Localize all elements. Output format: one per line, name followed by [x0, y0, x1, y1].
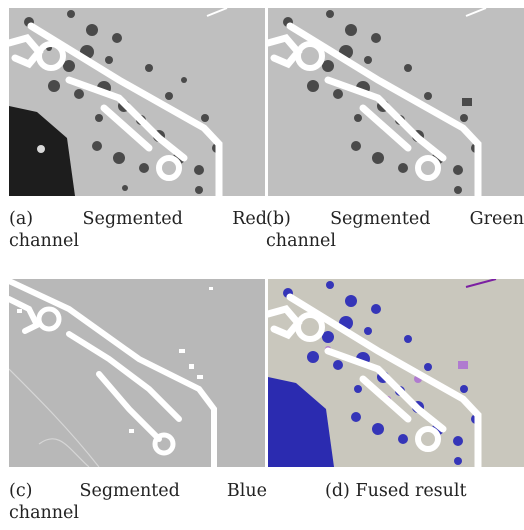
caption-c-word-1: Segmented — [79, 481, 180, 501]
segmented-red-image — [9, 8, 265, 196]
caption-b-line2: channel — [266, 231, 336, 251]
segmented-blue-image — [9, 279, 265, 467]
panel-d-fused-result — [268, 279, 524, 467]
caption-b-word-2: Green — [469, 209, 524, 229]
caption-a-label: (a) — [9, 209, 34, 229]
fused-result-image — [268, 279, 524, 467]
caption-b-label: (b) — [266, 209, 291, 229]
caption-d-label: (d) — [325, 481, 350, 501]
panel-a-red-channel — [9, 8, 265, 196]
caption-c-line2: channel — [9, 503, 79, 523]
panel-c-blue-channel — [9, 279, 265, 467]
caption-b: (b) Segmented Green channel — [266, 208, 524, 252]
caption-c-word-2: Blue — [226, 481, 267, 501]
caption-c: (c) Segmented Blue channel — [9, 480, 267, 524]
caption-d-text: Fused result — [355, 481, 467, 501]
panel-b-green-channel — [268, 8, 524, 196]
caption-a-word-2: Red — [232, 209, 267, 229]
caption-c-label: (c) — [9, 481, 33, 501]
caption-b-word-1: Segmented — [330, 209, 431, 229]
segmented-green-image — [268, 8, 524, 196]
caption-a-word-1: Segmented — [82, 209, 183, 229]
caption-d: (d) Fused result — [325, 480, 524, 502]
caption-a-line2: channel — [9, 231, 79, 251]
caption-a: (a) Segmented Red channel — [9, 208, 267, 252]
